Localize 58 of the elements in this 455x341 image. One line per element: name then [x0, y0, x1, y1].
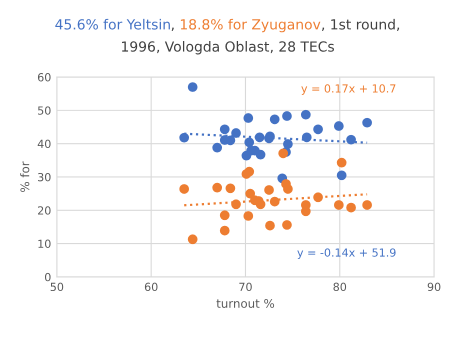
- point: [282, 220, 292, 230]
- y-tick-label: 50: [38, 106, 51, 115]
- point: [362, 118, 372, 128]
- point: [336, 158, 347, 168]
- y-tick-label: 60: [38, 73, 51, 82]
- y-tick-label: 20: [38, 206, 51, 215]
- x-tick-label: 90: [428, 282, 440, 292]
- point: [362, 200, 372, 210]
- point: [226, 183, 236, 194]
- point: [283, 184, 293, 194]
- point: [244, 166, 254, 177]
- point: [243, 113, 254, 123]
- point: [300, 110, 311, 120]
- point: [245, 188, 256, 198]
- point: [334, 121, 344, 131]
- y-tick-label: 40: [38, 140, 51, 148]
- x-tick-label: 70: [239, 282, 252, 292]
- point: [220, 226, 230, 236]
- y-axis-title: % for: [20, 161, 30, 192]
- point: [179, 184, 190, 194]
- point: [302, 132, 312, 142]
- annotation: y = -0.14x + 51.9: [297, 248, 396, 259]
- point: [264, 185, 274, 195]
- point: [346, 134, 356, 145]
- chart-title: 45.6% for Yeltsin, 18.8% for Zyuganov, 1st round, 1996, Vologda Oblast, 28 TECs: [55, 18, 400, 54]
- point: [243, 211, 254, 221]
- annotation: y = 0.17x + 10.7: [301, 84, 396, 95]
- x-axis-title: turnout %: [216, 298, 274, 308]
- point: [336, 170, 347, 180]
- point: [278, 148, 288, 158]
- point: [313, 124, 323, 134]
- x-tick-label: 60: [144, 282, 158, 292]
- point: [256, 150, 266, 160]
- point: [220, 210, 230, 220]
- point: [265, 220, 275, 230]
- point: [244, 137, 254, 148]
- point: [313, 192, 323, 202]
- point: [270, 114, 280, 124]
- point: [212, 182, 222, 192]
- point: [282, 111, 292, 121]
- point: [188, 82, 198, 92]
- y-tick-label: 10: [38, 240, 51, 248]
- point: [270, 196, 280, 206]
- point: [231, 128, 241, 138]
- y-tick-label: 0: [44, 272, 51, 282]
- point: [346, 202, 356, 212]
- point: [334, 200, 344, 210]
- x-tick-label: 50: [50, 282, 64, 292]
- y-tick-label: 30: [38, 172, 51, 182]
- point: [179, 132, 190, 143]
- point: [256, 199, 266, 210]
- point: [254, 132, 264, 142]
- point: [212, 142, 222, 153]
- point: [231, 199, 241, 210]
- point: [220, 124, 230, 134]
- x-tick-label: 80: [333, 282, 346, 292]
- point: [188, 234, 198, 244]
- point: [283, 139, 293, 149]
